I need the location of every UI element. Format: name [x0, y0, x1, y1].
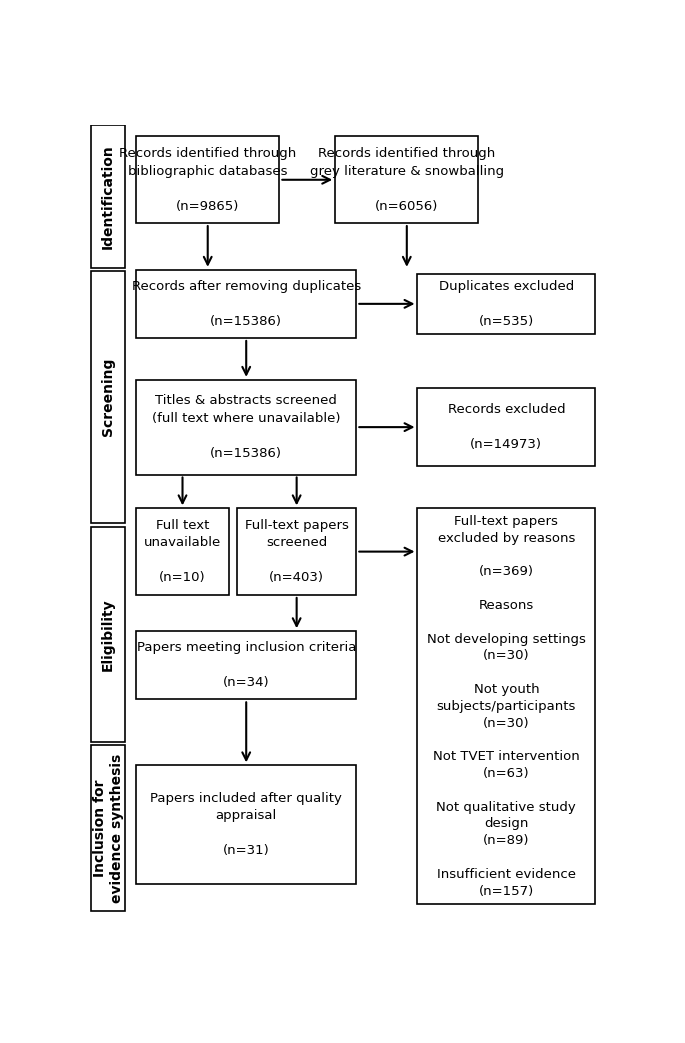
Text: Titles & abstracts screened
(full text where unavailable)

(n=15386): Titles & abstracts screened (full text w… — [152, 394, 340, 460]
Text: Full-text papers
excluded by reasons

(n=369)

Reasons

Not developing settings
: Full-text papers excluded by reasons (n=… — [427, 515, 586, 898]
FancyBboxPatch shape — [136, 270, 356, 338]
Text: Identification: Identification — [101, 144, 115, 249]
FancyBboxPatch shape — [136, 137, 279, 223]
FancyBboxPatch shape — [136, 766, 356, 884]
Text: Papers included after quality
appraisal

(n=31): Papers included after quality appraisal … — [150, 792, 342, 857]
Text: Eligibility: Eligibility — [101, 598, 115, 671]
Text: Inclusion for
evidence synthesis: Inclusion for evidence synthesis — [92, 753, 124, 902]
FancyBboxPatch shape — [417, 508, 595, 904]
Text: Records identified through
bibliographic databases

(n=9865): Records identified through bibliographic… — [119, 147, 297, 213]
Text: Screening: Screening — [101, 358, 115, 436]
FancyBboxPatch shape — [136, 380, 356, 475]
FancyBboxPatch shape — [335, 137, 478, 223]
Text: Records excluded

(n=14973): Records excluded (n=14973) — [447, 404, 565, 452]
FancyBboxPatch shape — [237, 508, 356, 595]
Text: Records identified through
grey literature & snowballing

(n=6056): Records identified through grey literatu… — [310, 147, 504, 213]
FancyBboxPatch shape — [91, 745, 125, 911]
Text: Full text
unavailable

(n=10): Full text unavailable (n=10) — [144, 518, 221, 584]
FancyBboxPatch shape — [91, 527, 125, 742]
FancyBboxPatch shape — [417, 388, 595, 466]
FancyBboxPatch shape — [136, 508, 229, 595]
FancyBboxPatch shape — [136, 631, 356, 700]
Text: Papers meeting inclusion criteria

(n=34): Papers meeting inclusion criteria (n=34) — [136, 641, 356, 689]
FancyBboxPatch shape — [91, 125, 125, 268]
Text: Records after removing duplicates

(n=15386): Records after removing duplicates (n=153… — [132, 280, 361, 328]
FancyBboxPatch shape — [417, 273, 595, 334]
Text: Full-text papers
screened

(n=403): Full-text papers screened (n=403) — [245, 518, 349, 584]
FancyBboxPatch shape — [91, 271, 125, 523]
Text: Duplicates excluded

(n=535): Duplicates excluded (n=535) — [438, 280, 574, 328]
